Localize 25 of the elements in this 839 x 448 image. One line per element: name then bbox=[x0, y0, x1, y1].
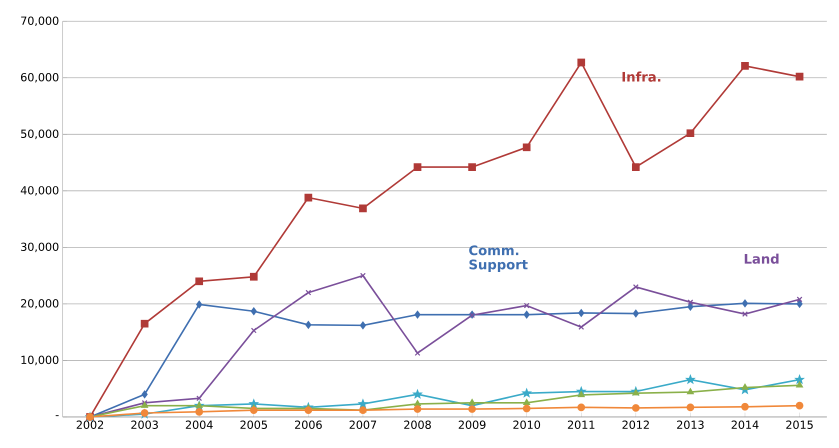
y-tick-label: 20,000 bbox=[21, 298, 58, 309]
x-tick-label: 2014 bbox=[732, 420, 759, 429]
x-tick-label: 2012 bbox=[622, 420, 649, 429]
y-tick-label: 30,000 bbox=[21, 242, 58, 252]
text: Comm. Support bbox=[469, 245, 528, 272]
x-tick-label: 2008 bbox=[404, 420, 431, 429]
text: Infra. bbox=[622, 71, 660, 82]
y-tick-label: 10,000 bbox=[21, 356, 58, 366]
x-tick-label: 2006 bbox=[295, 420, 322, 429]
x-tick-label: 2009 bbox=[458, 420, 486, 429]
x-tick-label: 2010 bbox=[513, 420, 540, 429]
y-tick-label: 50,000 bbox=[21, 129, 58, 139]
y-tick-label: 40,000 bbox=[20, 186, 58, 196]
x-tick-label: 2003 bbox=[131, 420, 158, 429]
text: Land bbox=[744, 253, 779, 264]
x-tick-label: 2011 bbox=[568, 420, 594, 429]
y-tick-label: 60,000 bbox=[21, 72, 58, 82]
x-tick-label: 2005 bbox=[240, 420, 267, 429]
y-tick-label: - bbox=[56, 415, 59, 416]
y-tick-label: 70,000 bbox=[21, 16, 58, 26]
x-tick-label: 2002 bbox=[76, 420, 104, 429]
x-tick-label: 2015 bbox=[786, 420, 813, 429]
x-tick-label: 2004 bbox=[186, 420, 213, 429]
x-tick-label: 2007 bbox=[350, 420, 376, 429]
x-tick-label: 2013 bbox=[677, 420, 704, 429]
